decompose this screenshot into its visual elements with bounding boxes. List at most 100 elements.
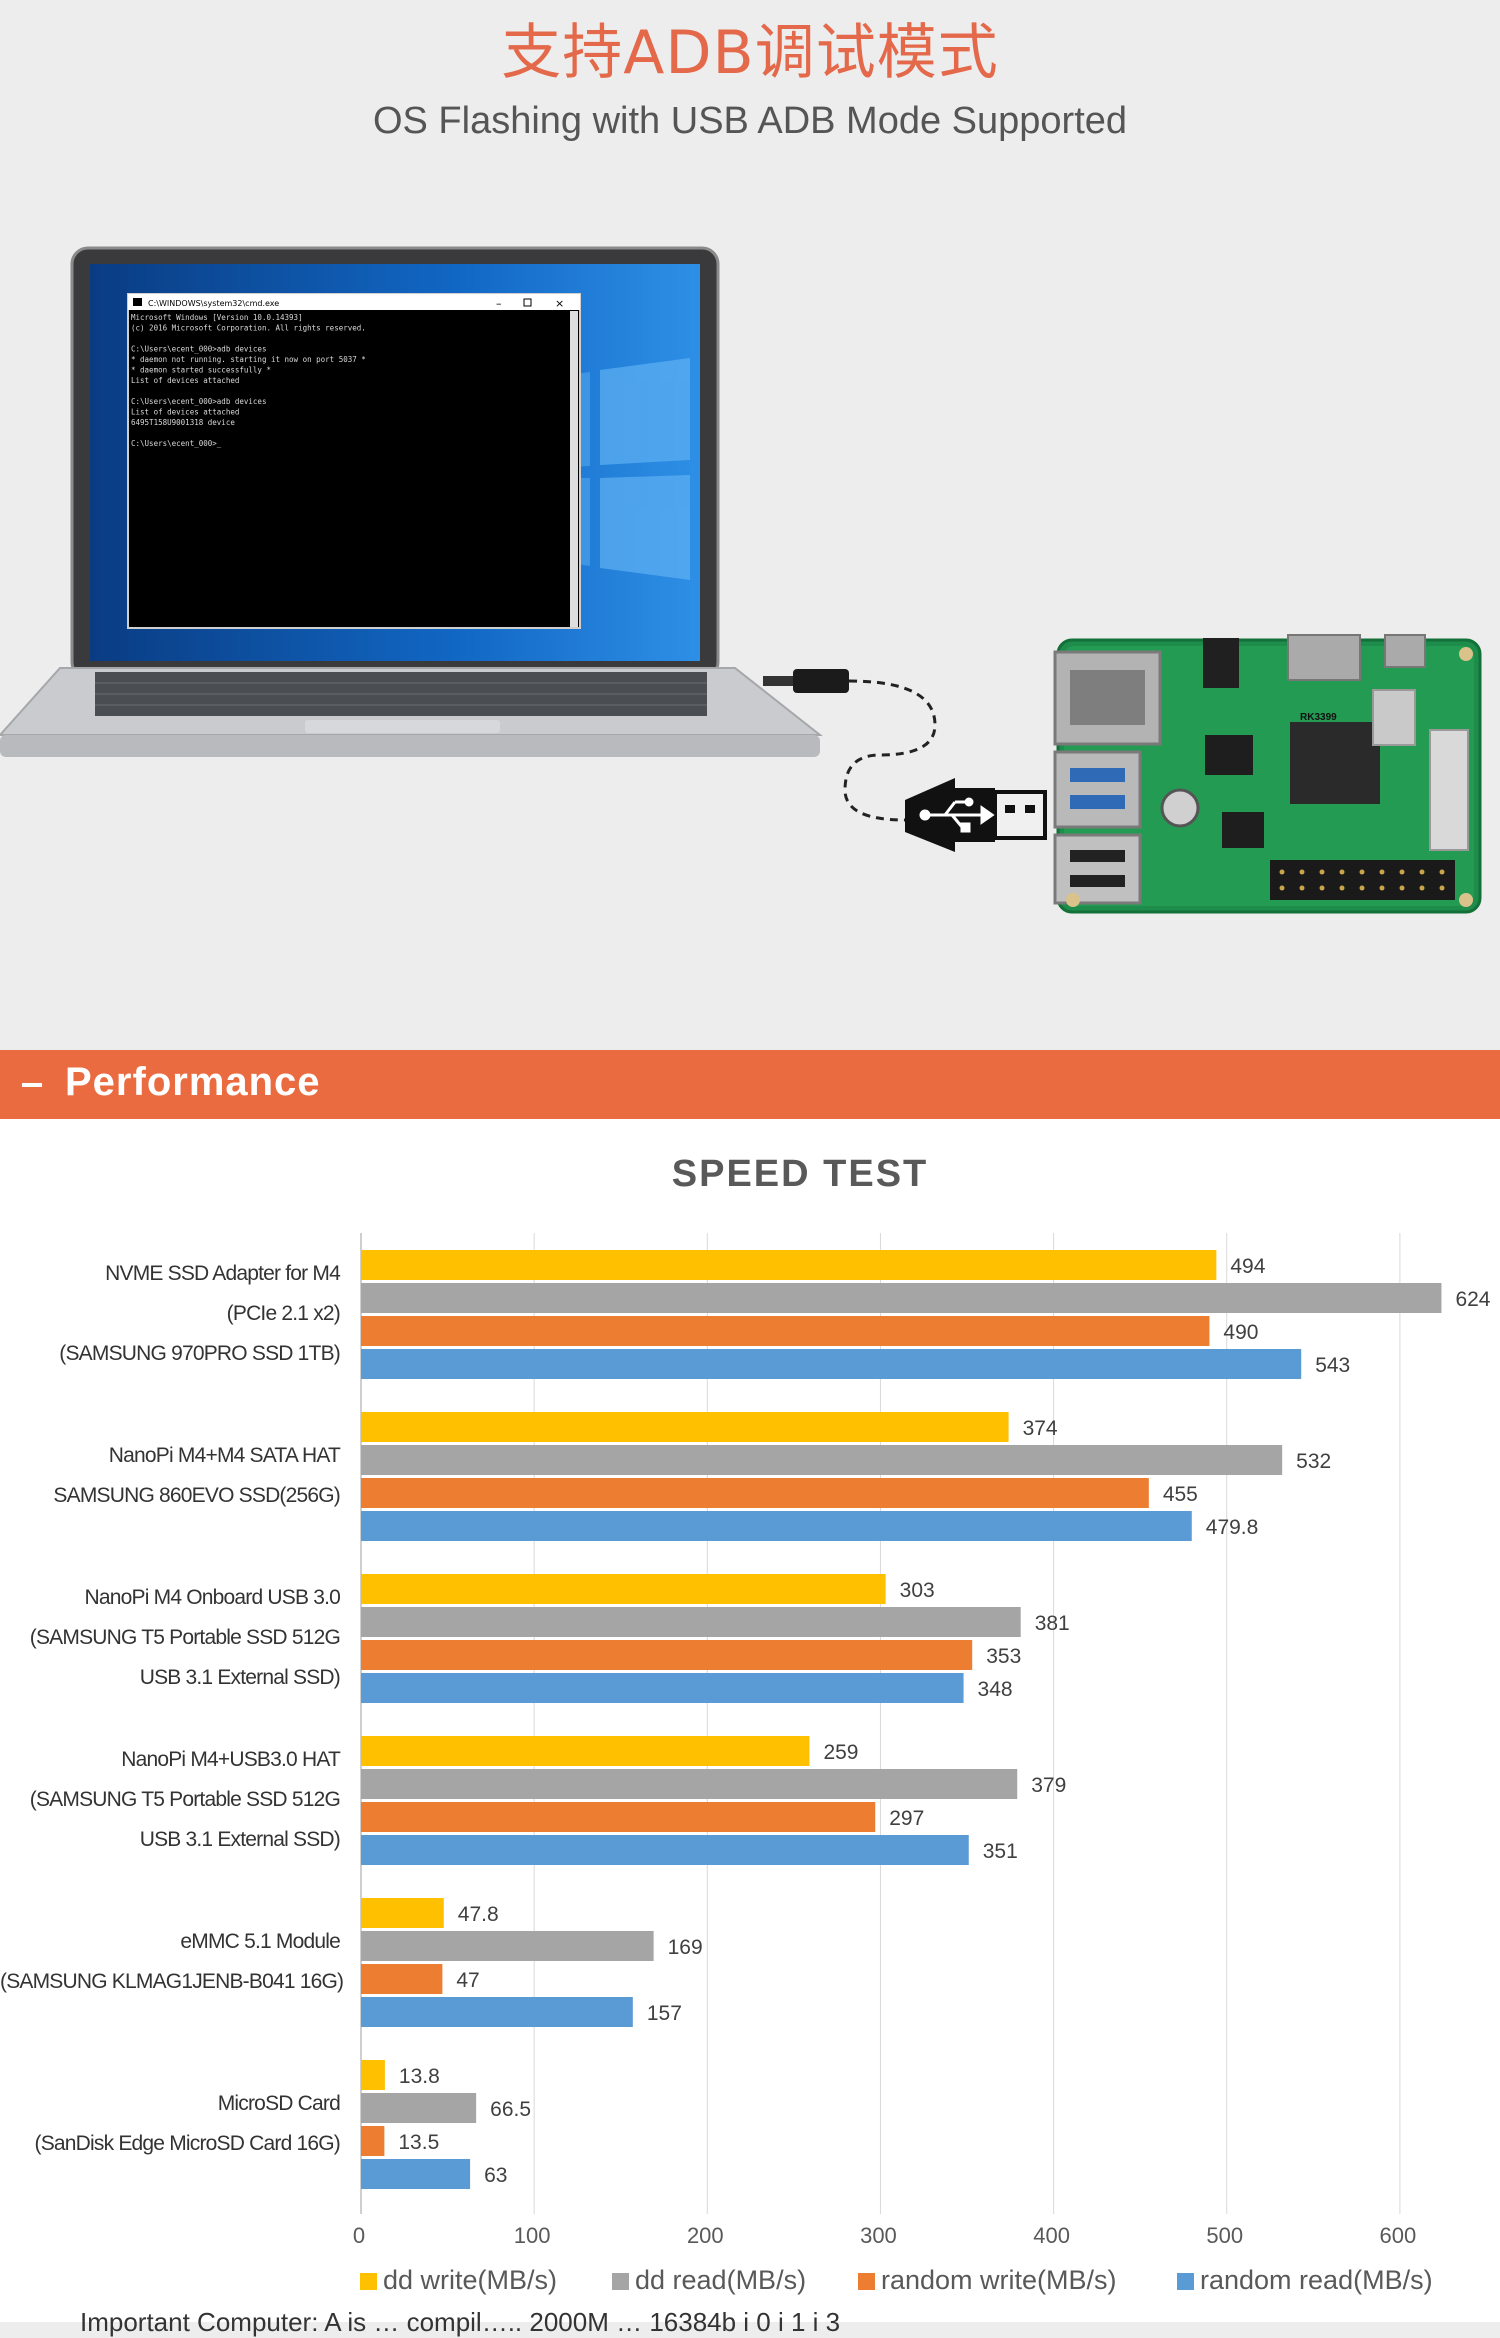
bar-random-write bbox=[361, 1802, 876, 1832]
category-label-line: NanoPi M4+USB3.0 HAT bbox=[121, 1748, 341, 1771]
bar-dd-write bbox=[361, 1412, 1009, 1442]
legend-label: random write(MB/s) bbox=[881, 2265, 1117, 2295]
cmd-line: List of devices attached bbox=[131, 408, 239, 417]
gridlines bbox=[533, 1233, 1401, 2214]
data-label: 259 bbox=[823, 1741, 858, 1764]
soc-chip bbox=[1290, 722, 1380, 804]
chart-title: SPEED TEST bbox=[671, 1153, 929, 1195]
bar-dd-write bbox=[361, 2060, 385, 2090]
bar-random-write bbox=[361, 1316, 1210, 1346]
legend-item: dd read(MB/s) bbox=[612, 2265, 806, 2296]
bar-random-write bbox=[361, 1964, 443, 1994]
data-label: 624 bbox=[1455, 1288, 1490, 1311]
minimize-icon: – bbox=[496, 297, 502, 310]
data-label: 379 bbox=[1031, 1774, 1066, 1797]
bar-dd-read bbox=[361, 1283, 1442, 1313]
maximize-icon bbox=[523, 298, 532, 307]
data-label: 13.5 bbox=[398, 2131, 439, 2154]
cmd-line: 6495T158U9001318 device bbox=[131, 418, 235, 427]
data-label: 494 bbox=[1230, 1255, 1265, 1278]
x-tick-label: 200 bbox=[687, 2223, 724, 2248]
data-label: 47.8 bbox=[458, 1903, 499, 1926]
chart-legend: dd write(MB/s) dd read(MB/s) random write(… bbox=[0, 2265, 1500, 2305]
cmd-window: C:\WINDOWS\system32\cmd.exe – × Microsof… bbox=[127, 293, 581, 629]
bar-random-write bbox=[361, 2126, 385, 2156]
data-label: 348 bbox=[978, 1678, 1013, 1701]
laptop-illustration: C:\WINDOWS\system32\cmd.exe – × Microsof… bbox=[0, 246, 823, 757]
x-tick-label: 0 bbox=[353, 2223, 365, 2248]
data-label: 353 bbox=[986, 1645, 1021, 1668]
category-label-line: (PCIe 2.1 x2) bbox=[226, 1302, 341, 1325]
category-label: NanoPi M4+USB3.0 HAT (SAMSUNG T5 Portable… bbox=[0, 1740, 341, 1860]
bar-dd-write bbox=[361, 1898, 444, 1928]
performance-title: Performance bbox=[65, 1060, 321, 1104]
category-label-line: (SanDisk Edge MicroSD Card 16G) bbox=[34, 2132, 341, 2155]
data-label: 374 bbox=[1023, 1417, 1058, 1440]
bar-dd-read bbox=[361, 1769, 1018, 1799]
cmd-line: C:\Users\ecent_000>adb devices bbox=[131, 345, 266, 354]
trackpad bbox=[305, 720, 500, 733]
x-tick-label: 500 bbox=[1206, 2223, 1243, 2248]
dash-icon bbox=[22, 1083, 42, 1087]
category-label-line: (SAMSUNG 970PRO SSD 1TB) bbox=[59, 1342, 341, 1365]
data-label: 63 bbox=[484, 2164, 507, 2187]
close-icon: × bbox=[555, 297, 564, 310]
legend-swatch bbox=[360, 2273, 377, 2290]
bar-dd-read bbox=[361, 1445, 1283, 1475]
usb-cable bbox=[763, 669, 1047, 852]
x-tick-label: 100 bbox=[514, 2223, 551, 2248]
category-label-line: NanoPi M4 Onboard USB 3.0 bbox=[84, 1586, 341, 1609]
cmd-output: Microsoft Windows [Version 10.0.14393] (c… bbox=[131, 313, 366, 448]
data-label: 532 bbox=[1296, 1450, 1331, 1473]
data-label: 47 bbox=[456, 1969, 479, 1992]
board-chip-label: RK3399 bbox=[1300, 712, 1337, 723]
bar-random-read bbox=[361, 1673, 964, 1703]
category-label-line: eMMC 5.1 Module bbox=[180, 1930, 340, 1953]
legend-label: dd read(MB/s) bbox=[635, 2265, 807, 2295]
legend-item: random write(MB/s) bbox=[858, 2265, 1117, 2296]
adb-section: 支持ADB调试模式 OS Flashing with USB ADB Mode … bbox=[0, 0, 1500, 1050]
cmd-line: C:\Users\ecent_000>adb devices bbox=[131, 397, 266, 406]
bar-dd-read bbox=[361, 1931, 654, 1961]
bar-random-read bbox=[361, 1511, 1192, 1541]
bar-random-write bbox=[361, 1640, 973, 1670]
legend-label: random read(MB/s) bbox=[1200, 2265, 1433, 2295]
bar-random-read bbox=[361, 1349, 1302, 1379]
category-label-line: (SAMSUNG T5 Portable SSD 512G bbox=[29, 1788, 341, 1811]
nanopi-board-illustration: RK3399 bbox=[1053, 634, 1482, 914]
data-label: 543 bbox=[1315, 1354, 1350, 1377]
cmd-icon bbox=[133, 298, 142, 306]
cmd-line: (c) 2016 Microsoft Corporation. All righ… bbox=[131, 324, 366, 333]
bar-random-read bbox=[361, 1997, 633, 2027]
x-tick-label: 300 bbox=[860, 2223, 897, 2248]
category-label-line: SAMSUNG 860EVO SSD(256G) bbox=[53, 1484, 340, 1507]
category-label: NanoPi M4+M4 SATA HAT SAMSUNG 860EVO SSD(… bbox=[0, 1436, 340, 1516]
category-label-line: NVME SSD Adapter for M4 bbox=[105, 1262, 341, 1285]
footnote: Important Computer: A is … compil….. 200… bbox=[80, 2307, 841, 2337]
data-label: 303 bbox=[900, 1579, 935, 1602]
cmd-line: * daemon not running. starting it now on… bbox=[131, 355, 366, 364]
cmd-line: C:\Users\ecent_000>_ bbox=[131, 439, 222, 448]
category-label-line: USB 3.1 External SSD) bbox=[139, 1666, 341, 1689]
legend-swatch bbox=[1177, 2273, 1194, 2290]
cmd-line: Microsoft Windows [Version 10.0.14393] bbox=[131, 313, 303, 322]
category-label-line: MicroSD Card bbox=[217, 2092, 341, 2115]
data-label: 169 bbox=[668, 1936, 703, 1959]
adb-subtitle: OS Flashing with USB ADB Mode Supported bbox=[372, 100, 1128, 142]
bar-random-write bbox=[361, 1478, 1149, 1508]
bar-dd-write bbox=[361, 1736, 810, 1766]
x-tick-label: 400 bbox=[1033, 2223, 1070, 2248]
bar-dd-write bbox=[361, 1250, 1217, 1280]
legend-swatch bbox=[858, 2273, 875, 2290]
category-label: NanoPi M4 Onboard USB 3.0 (SAMSUNG T5 Por… bbox=[0, 1578, 341, 1698]
category-label-line: (SAMSUNG T5 Portable SSD 512G bbox=[29, 1626, 341, 1649]
category-label: eMMC 5.1 Module (SAMSUNG KLMAG1JENB-B041 … bbox=[0, 1922, 344, 2002]
category-label: NVME SSD Adapter for M4 (PCIe 2.1 x2) (SAM… bbox=[0, 1254, 341, 1374]
data-label: 455 bbox=[1163, 1483, 1198, 1506]
speed-test-chart: SPEED TEST 0 100 200 300 400 500 600 494 374 303 2… bbox=[0, 1119, 1500, 2337]
chart-plot: 0 100 200 300 400 500 600 494 374 303 259 47.8 13.8 6… bbox=[353, 1233, 1491, 2248]
adb-illustration: C:\WINDOWS\system32\cmd.exe – × Microsof… bbox=[0, 246, 1482, 914]
bar-dd-write bbox=[361, 1574, 886, 1604]
data-label: 479.8 bbox=[1206, 1516, 1259, 1539]
cmd-window-title: C:\WINDOWS\system32\cmd.exe bbox=[148, 299, 279, 308]
